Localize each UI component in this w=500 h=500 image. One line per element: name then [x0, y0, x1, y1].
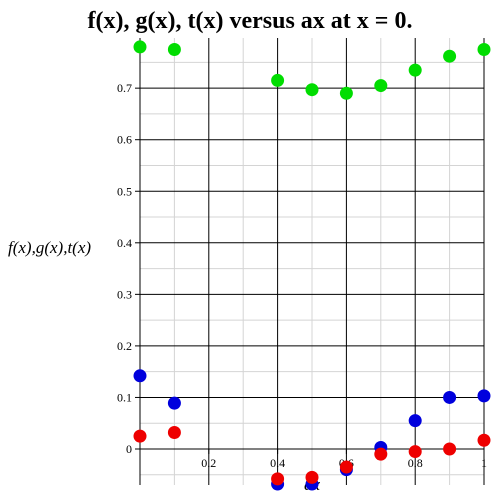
data-point: [271, 73, 285, 87]
y-tick-label: 0.2: [117, 339, 132, 353]
data-point: [339, 460, 353, 474]
data-point: [443, 49, 457, 63]
data-point: [167, 396, 181, 410]
data-point: [443, 442, 457, 456]
data-point: [408, 63, 422, 77]
y-tick-label: 0: [126, 442, 132, 456]
data-point: [408, 445, 422, 459]
y-tick-label: 0.1: [117, 390, 132, 404]
data-point: [133, 40, 147, 54]
x-tick-label: 0.4: [270, 456, 285, 470]
data-point: [477, 433, 491, 447]
y-axis-label: f(x),g(x),t(x): [8, 238, 92, 257]
x-tick-label: 0.2: [201, 456, 216, 470]
data-point: [374, 79, 388, 93]
data-point: [477, 389, 491, 403]
data-point: [133, 369, 147, 383]
x-tick-label: 0.8: [408, 456, 423, 470]
data-point: [305, 83, 319, 97]
data-point: [133, 429, 147, 443]
y-tick-label: 0.5: [117, 184, 132, 198]
y-tick-label: 0.3: [117, 287, 132, 301]
x-tick-label: 1: [481, 456, 487, 470]
data-point: [271, 472, 285, 486]
chart-title: f(x), g(x), t(x) versus ax at x = 0.: [87, 8, 413, 34]
data-point: [339, 86, 353, 100]
data-point: [477, 42, 491, 56]
data-point: [305, 470, 319, 484]
data-point: [443, 390, 457, 404]
data-point: [408, 414, 422, 428]
y-tick-label: 0.4: [117, 236, 132, 250]
y-tick-label: 0.6: [117, 133, 132, 147]
data-point: [167, 42, 181, 56]
data-point: [374, 447, 388, 461]
data-point: [167, 426, 181, 440]
y-tick-label: 0.7: [117, 81, 132, 95]
